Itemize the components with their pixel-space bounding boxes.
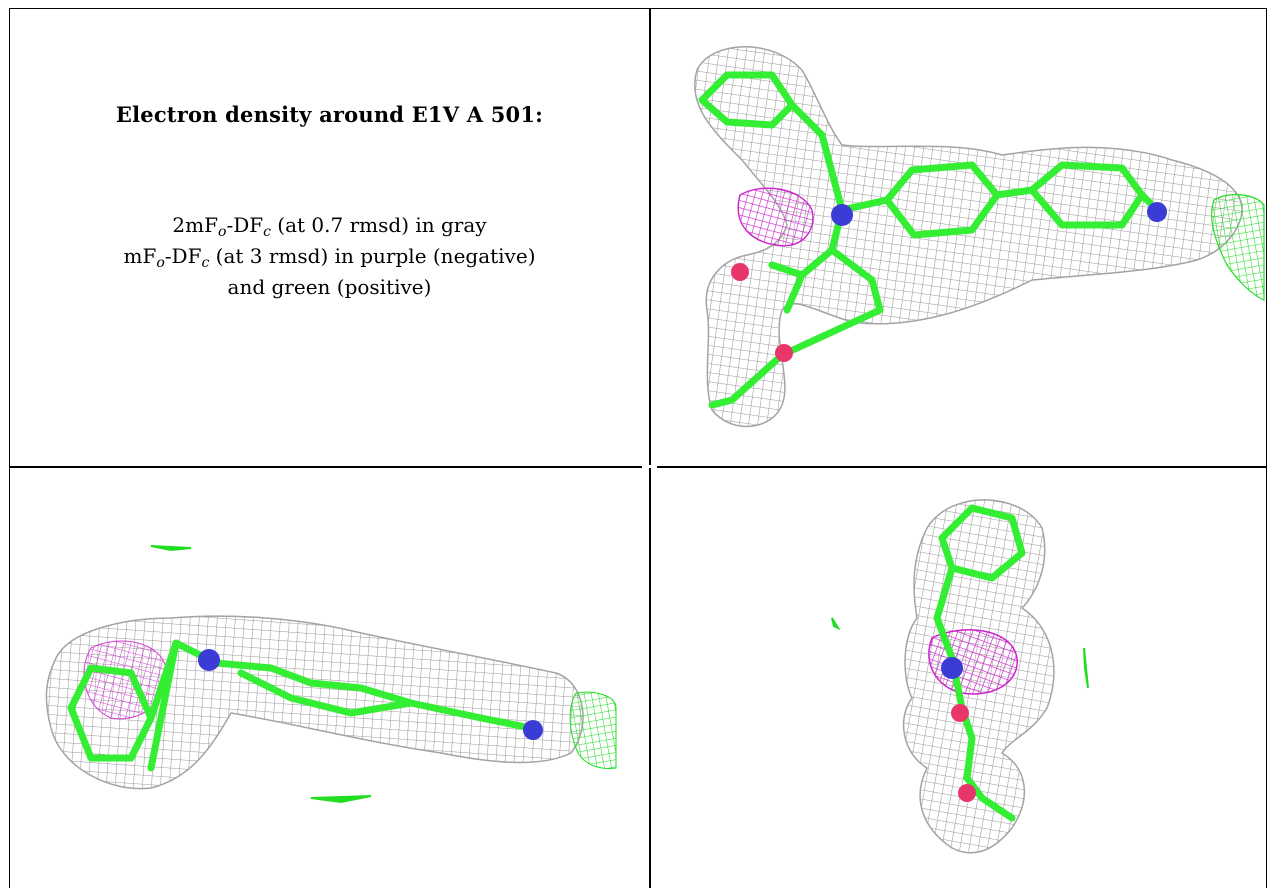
vertical-divider <box>649 8 651 888</box>
gray-density-mesh <box>694 46 1243 427</box>
positive-density-blob <box>1211 193 1265 301</box>
nitrogen-atom-2 <box>523 720 543 740</box>
positive-density-speck-2 <box>1083 647 1089 689</box>
density-image-top-right <box>694 46 1265 427</box>
negative-density-blob <box>737 187 814 247</box>
legend-text: 2mFo-DFc (at 0.7 rmsd) in gray mFo-DFc (… <box>11 210 648 303</box>
figure-frame <box>9 8 1267 888</box>
legend-2-sub2: c <box>201 255 210 271</box>
horizontal-divider <box>9 466 1267 468</box>
view-top-right <box>652 10 1266 465</box>
nitrogen-atom-2 <box>1147 202 1167 222</box>
oxygen-atom <box>951 704 969 722</box>
legend-1-suffix: (at 0.7 rmsd) in gray <box>270 213 487 237</box>
legend-2-prefix: mF <box>123 244 157 268</box>
legend-2-suffix: (at 3 rmsd) in purple (negative) <box>209 244 536 268</box>
positive-density-speck <box>150 545 192 552</box>
positive-density-speck-2 <box>310 795 372 804</box>
oxygen-atom-2 <box>775 344 793 362</box>
view-bottom-left <box>11 468 648 888</box>
legend-line-2: mFo-DFc (at 3 rmsd) in purple (negative) <box>11 241 648 272</box>
legend-1-mid: -DF <box>226 213 264 237</box>
ligand-sticks <box>933 504 1026 822</box>
density-image-bottom-left <box>45 545 617 804</box>
positive-density-speck <box>831 617 841 631</box>
nitrogen-atom <box>831 204 853 226</box>
nitrogen-atom <box>198 649 220 671</box>
legend-2-sub1: o <box>156 255 165 271</box>
view-bottom-right <box>652 468 1266 888</box>
oxygen-atom-2 <box>958 784 976 802</box>
positive-density-blob <box>569 691 617 769</box>
legend-panel: Electron density around E1V A 501: 2mFo-… <box>11 10 648 465</box>
legend-1-prefix: 2mF <box>172 213 218 237</box>
density-image-bottom-right <box>831 499 1089 854</box>
legend-1-sub2: c <box>263 224 271 240</box>
legend-line-3: and green (positive) <box>227 275 432 299</box>
oxygen-atom <box>731 263 749 281</box>
ligand-sticks <box>698 71 1161 409</box>
legend-2-mid: -DF <box>164 244 202 268</box>
legend-line-1: 2mFo-DFc (at 0.7 rmsd) in gray <box>11 210 648 241</box>
legend-1-sub1: o <box>218 224 227 240</box>
divider-gap <box>642 465 657 468</box>
panel-title: Electron density around E1V A 501: <box>115 102 544 127</box>
nitrogen-atom <box>941 657 963 679</box>
